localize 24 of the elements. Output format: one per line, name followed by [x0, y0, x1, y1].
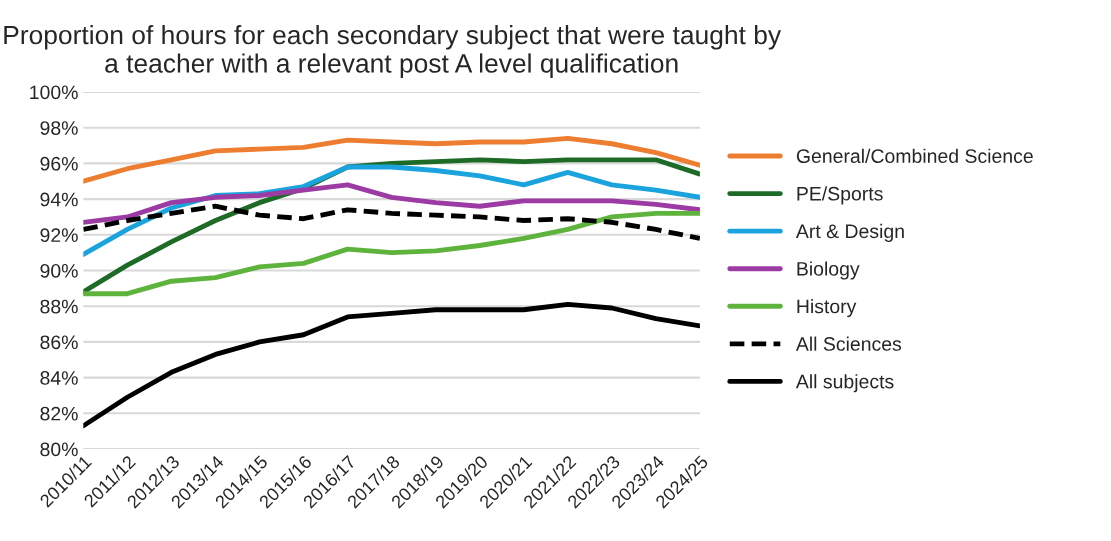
- line-series: [83, 135, 700, 184]
- line-series: [83, 301, 700, 429]
- legend-label: History: [797, 299, 857, 318]
- legend-label: Art & Design: [795, 223, 904, 242]
- legend-label: Biology: [797, 261, 860, 280]
- y-tick-label: 92%: [40, 228, 78, 243]
- legend-label: All subjects: [795, 374, 894, 393]
- legend-label: PE/Sports: [797, 186, 883, 205]
- line-series: [83, 182, 700, 225]
- legend-label: General/Combined Science: [796, 148, 1033, 164]
- y-tick-label: 94%: [40, 192, 78, 207]
- y-tick-label: 84%: [40, 371, 78, 385]
- y-tick-label: 82%: [40, 406, 78, 421]
- line-series: [83, 210, 700, 297]
- y-tick-label: 100%: [30, 85, 78, 100]
- y-tick-label: 88%: [40, 299, 78, 314]
- line-series: [83, 203, 700, 241]
- chart-title: Proportion of hours for each secondary subject that were taught by a teacher with a relevant post A level qualification: [4, 24, 782, 78]
- y-tick-label: 86%: [40, 335, 78, 350]
- y-tick-label: 98%: [40, 121, 78, 135]
- y-tick-label: 80%: [40, 442, 78, 457]
- y-tick-label: 96%: [40, 156, 78, 171]
- legend-label: All Sciences: [795, 336, 902, 351]
- y-tick-label: 90%: [40, 263, 78, 278]
